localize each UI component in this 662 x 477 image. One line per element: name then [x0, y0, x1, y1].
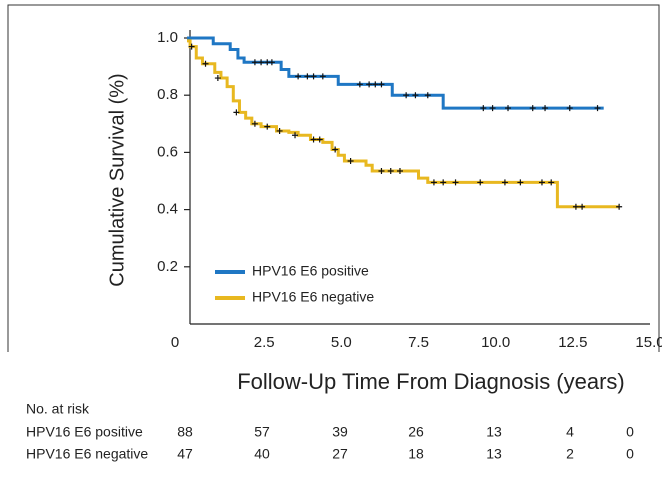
survival-curve: [187, 39, 620, 209]
x-tick-label: 0: [171, 334, 179, 351]
censor-mark: [214, 75, 221, 82]
censor-mark: [258, 59, 265, 66]
y-tick-label: 0.6: [157, 143, 178, 160]
censor-mark: [501, 179, 508, 186]
censor-mark: [480, 105, 487, 112]
censor-mark: [412, 92, 419, 99]
censor-mark: [276, 127, 283, 134]
x-tick-label: 10.0: [481, 334, 510, 351]
censor-mark: [424, 92, 431, 99]
censor-mark: [319, 73, 326, 80]
censor-mark: [579, 203, 586, 210]
censor-mark: [403, 92, 410, 99]
censor-mark: [396, 167, 403, 174]
censor-mark: [566, 105, 573, 112]
x-tick-label: 12.5: [558, 334, 587, 351]
x-tick-label: 15.0: [635, 334, 662, 351]
legend-label: HPV16 E6 negative: [252, 289, 374, 305]
risk-value: 13: [486, 424, 502, 440]
x-tick-label: 2.5: [254, 334, 275, 351]
censor-mark: [251, 120, 258, 127]
censor-mark: [292, 132, 299, 139]
censor-mark: [356, 81, 363, 88]
risk-title: No. at risk: [26, 401, 90, 417]
y-tick-label: 1.0: [157, 29, 178, 46]
censor-mark: [538, 179, 545, 186]
survival-curve: [187, 36, 604, 110]
censor-mark: [594, 105, 601, 112]
censor-mark: [310, 73, 317, 80]
censor-mark: [378, 167, 385, 174]
y-tick-label: 0.2: [157, 258, 178, 275]
censor-mark: [489, 105, 496, 112]
censor-mark: [477, 179, 484, 186]
censor-mark: [332, 146, 339, 153]
censor-mark: [378, 81, 385, 88]
risk-row-label: HPV16 E6 negative: [26, 446, 148, 462]
censor-mark: [202, 60, 209, 67]
censor-mark: [366, 81, 373, 88]
risk-value: 88: [177, 424, 193, 440]
censor-mark: [387, 167, 394, 174]
censor-mark: [264, 123, 271, 130]
censor-mark: [517, 179, 524, 186]
risk-value: 27: [332, 446, 348, 462]
y-axis-label: Cumulative Survival (%): [106, 73, 128, 286]
risk-value: 13: [486, 446, 502, 462]
legend-label: HPV16 E6 positive: [252, 263, 369, 279]
censor-mark: [316, 136, 323, 143]
risk-value: 47: [177, 446, 193, 462]
censor-mark: [548, 179, 555, 186]
y-tick-label: 0.4: [157, 201, 178, 218]
y-tick-label: 0.8: [157, 86, 178, 103]
risk-value: 39: [332, 424, 348, 440]
censor-mark: [295, 73, 302, 80]
censor-mark: [616, 203, 623, 210]
censor-mark: [188, 43, 195, 50]
censor-mark: [251, 59, 258, 66]
censor-mark: [268, 59, 275, 66]
censor-mark: [310, 136, 317, 143]
censor-mark: [505, 105, 512, 112]
risk-row-label: HPV16 E6 positive: [26, 424, 143, 440]
x-tick-label: 5.0: [331, 334, 352, 351]
censor-mark: [372, 81, 379, 88]
censor-mark: [529, 105, 536, 112]
risk-value: 0: [626, 446, 634, 462]
censor-mark: [440, 179, 447, 186]
risk-value: 26: [408, 424, 424, 440]
risk-value: 2: [566, 446, 574, 462]
censor-mark: [233, 109, 240, 116]
risk-value: 57: [254, 424, 270, 440]
frame: [7, 4, 660, 352]
censor-mark: [347, 157, 354, 164]
risk-value: 18: [408, 446, 424, 462]
x-axis-label: Follow-Up Time From Diagnosis (years): [237, 369, 625, 394]
censor-mark: [304, 73, 311, 80]
censor-mark: [430, 179, 437, 186]
censor-mark: [542, 105, 549, 112]
censor-mark: [572, 203, 579, 210]
risk-value: 4: [566, 424, 574, 440]
risk-value: 40: [254, 446, 270, 462]
censor-mark: [452, 179, 459, 186]
risk-value: 0: [626, 424, 634, 440]
x-tick-label: 7.5: [408, 334, 429, 351]
